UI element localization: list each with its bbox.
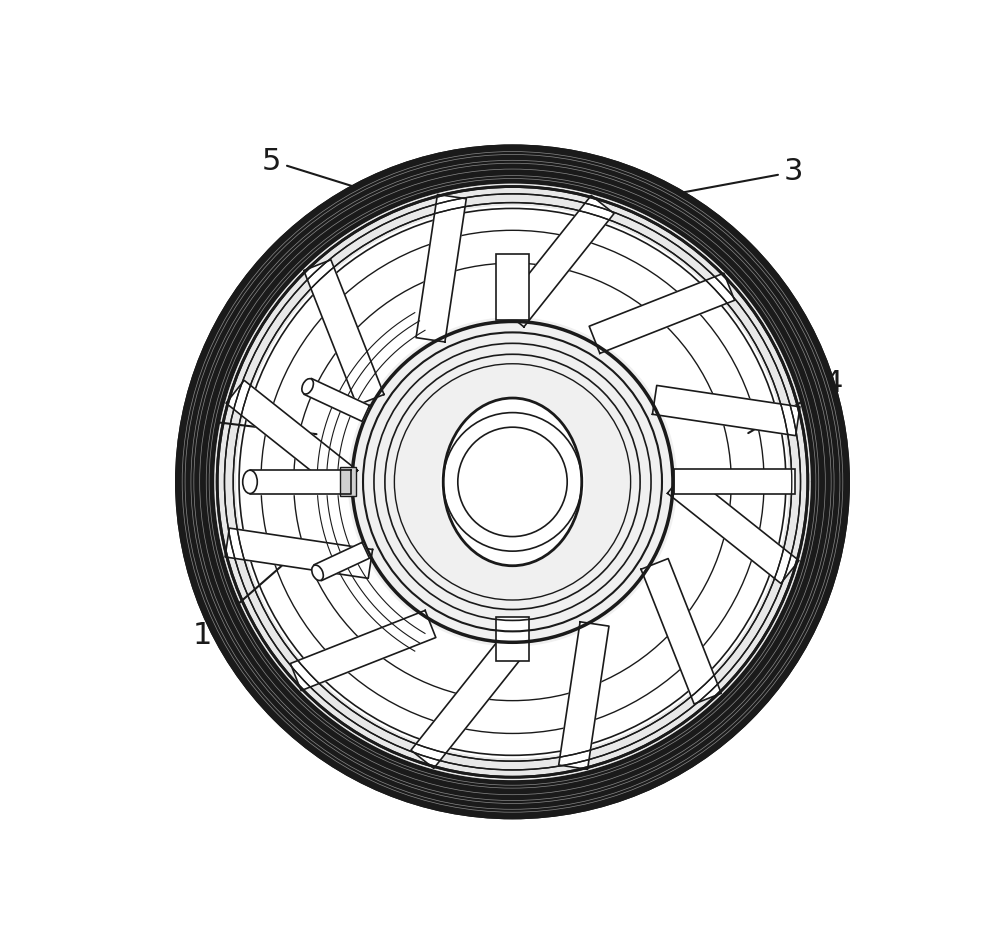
Text: 5: 5 <box>262 147 393 199</box>
Polygon shape <box>179 148 846 816</box>
Text: 2: 2 <box>188 405 317 435</box>
Polygon shape <box>641 559 721 704</box>
Bar <box>340 467 356 496</box>
Polygon shape <box>290 611 436 690</box>
Polygon shape <box>215 185 810 779</box>
Polygon shape <box>667 471 799 583</box>
Polygon shape <box>589 273 735 353</box>
Polygon shape <box>501 195 614 327</box>
Polygon shape <box>416 194 466 342</box>
Circle shape <box>179 148 846 816</box>
Polygon shape <box>411 637 524 768</box>
Ellipse shape <box>302 379 313 394</box>
Text: 4: 4 <box>748 369 843 433</box>
Polygon shape <box>314 543 369 581</box>
Polygon shape <box>348 318 677 646</box>
Polygon shape <box>250 471 351 493</box>
Ellipse shape <box>243 471 257 493</box>
Polygon shape <box>652 385 800 436</box>
Ellipse shape <box>443 398 582 565</box>
Polygon shape <box>304 379 369 421</box>
Text: 3: 3 <box>646 157 803 199</box>
Polygon shape <box>179 148 846 816</box>
Polygon shape <box>226 381 358 493</box>
Bar <box>674 470 795 493</box>
Bar <box>496 255 529 320</box>
Ellipse shape <box>312 565 323 581</box>
Polygon shape <box>225 528 373 579</box>
Text: 1: 1 <box>193 561 288 650</box>
Bar <box>496 616 529 661</box>
Polygon shape <box>304 259 384 405</box>
Polygon shape <box>559 622 609 769</box>
